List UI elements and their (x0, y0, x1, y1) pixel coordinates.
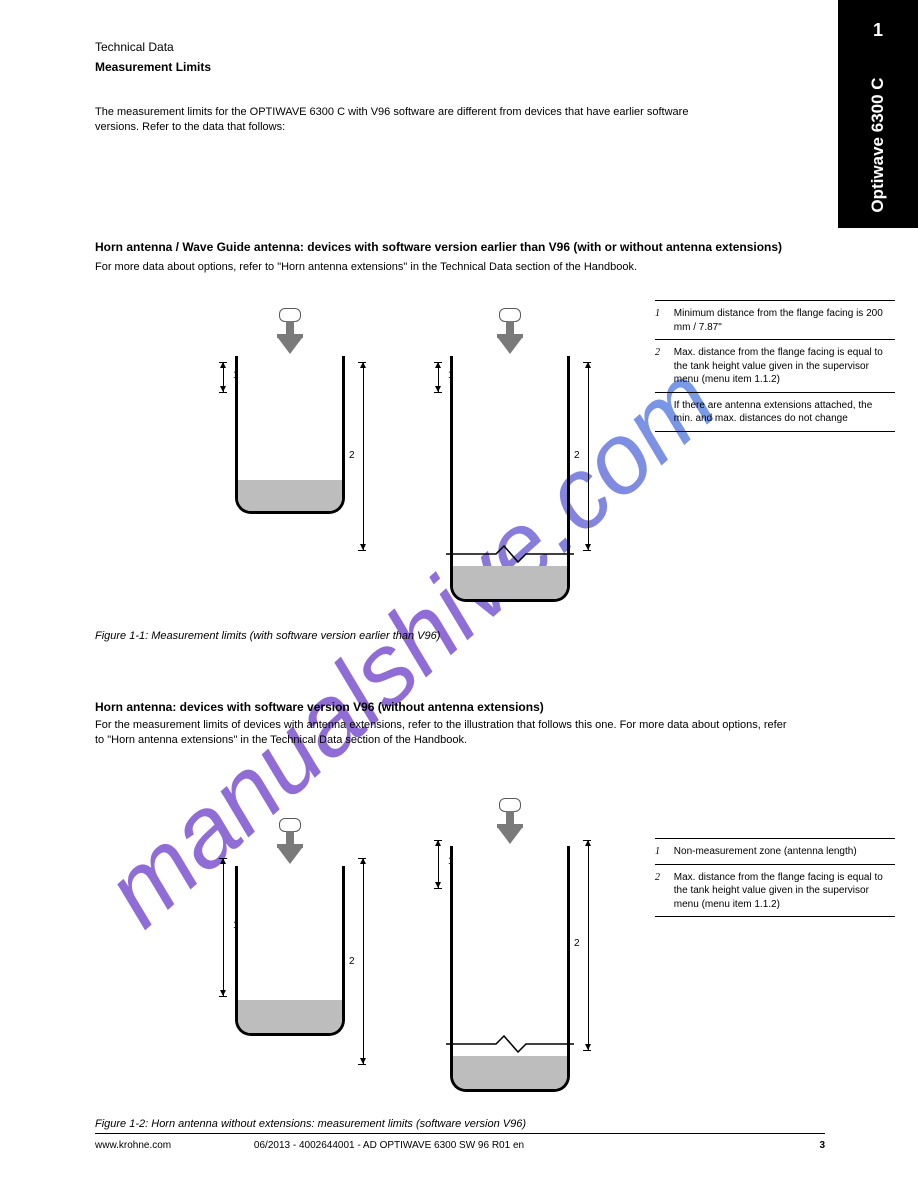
dim-label: 2 (349, 956, 355, 967)
dim-label: 2 (574, 450, 580, 461)
fig1-tank-left: 1 2 (235, 312, 345, 512)
legend-val: Non-measurement zone (antenna length) (674, 845, 888, 859)
legend-key: 1 (655, 845, 671, 859)
section2-body: For the measurement limits of devices wi… (95, 718, 795, 748)
legend-row: 1 Minimum distance from the flange facin… (655, 300, 895, 339)
header-kicker: Technical Data (95, 40, 174, 54)
footer-date: 06/2013 - 4002644001 - AD OPTIWAVE 6300 … (254, 1140, 524, 1151)
legend-val: Max. distance from the flange facing is … (674, 346, 888, 387)
header-title: Measurement Limits (95, 60, 211, 74)
figure-2-area: 1 2 1 (95, 818, 825, 1148)
fig2-tank-left: 1 2 (235, 822, 345, 1036)
header-desc: The measurement limits for the OPTIWAVE … (95, 105, 688, 135)
fig1-tank-right: 1 2 (450, 312, 570, 602)
legend-key: 1 (655, 307, 671, 321)
dim-label: 1 (233, 370, 239, 381)
sensor-icon (273, 308, 307, 356)
fig2-caption: Figure 1-2: Horn antenna without extensi… (95, 1118, 526, 1130)
dim-label: 2 (574, 938, 580, 949)
fig1-caption: Figure 1-1: Measurement limits (with sof… (95, 630, 440, 642)
dim-label: 1 (448, 370, 454, 381)
footer-url: www.krohne.com (95, 1140, 171, 1151)
legend-row: 1 Non-measurement zone (antenna length) (655, 838, 895, 864)
dim-label: 2 (349, 450, 355, 461)
footer-left: www.krohne.com 06/2013 - 4002644001 - AD… (95, 1140, 524, 1151)
sensor-icon (493, 798, 527, 846)
dim-label: 1 (233, 920, 239, 931)
figure-1-area: 1 2 1 (95, 300, 825, 660)
break-line-icon (446, 1034, 574, 1054)
tab-number: 1 (838, 20, 918, 41)
break-line-icon (446, 544, 574, 564)
section1-title: Horn antenna / Wave Guide antenna: devic… (95, 240, 782, 254)
legend-val: If there are antenna extensions attached… (674, 399, 888, 426)
footer-page-number: 3 (819, 1140, 825, 1151)
legend-key: 2 (655, 871, 671, 885)
legend-val: Minimum distance from the flange facing … (674, 307, 888, 334)
legend-key: 2 (655, 346, 671, 360)
dim-label: 1 (448, 856, 454, 867)
tab-product-name: Optiwave 6300 C (868, 77, 888, 212)
legend-row: 2 Max. distance from the flange facing i… (655, 339, 895, 392)
page: manualshive.com 1 Optiwave 6300 C Techni… (0, 0, 918, 1188)
sensor-icon (273, 818, 307, 866)
sensor-icon (493, 308, 527, 356)
legend-row: 2 Max. distance from the flange facing i… (655, 864, 895, 918)
legend-row: If there are antenna extensions attached… (655, 392, 895, 432)
side-tab: 1 Optiwave 6300 C (838, 0, 918, 228)
section1-body: For more data about options, refer to "H… (95, 260, 637, 275)
fig2-tank-right: 1 2 (450, 802, 570, 1092)
legend-val: Max. distance from the flange facing is … (674, 871, 888, 912)
fig2-legend: 1 Non-measurement zone (antenna length) … (655, 838, 895, 917)
footer-rule (95, 1133, 825, 1134)
fig1-legend: 1 Minimum distance from the flange facin… (655, 300, 895, 432)
section2-title: Horn antenna: devices with software vers… (95, 700, 544, 714)
